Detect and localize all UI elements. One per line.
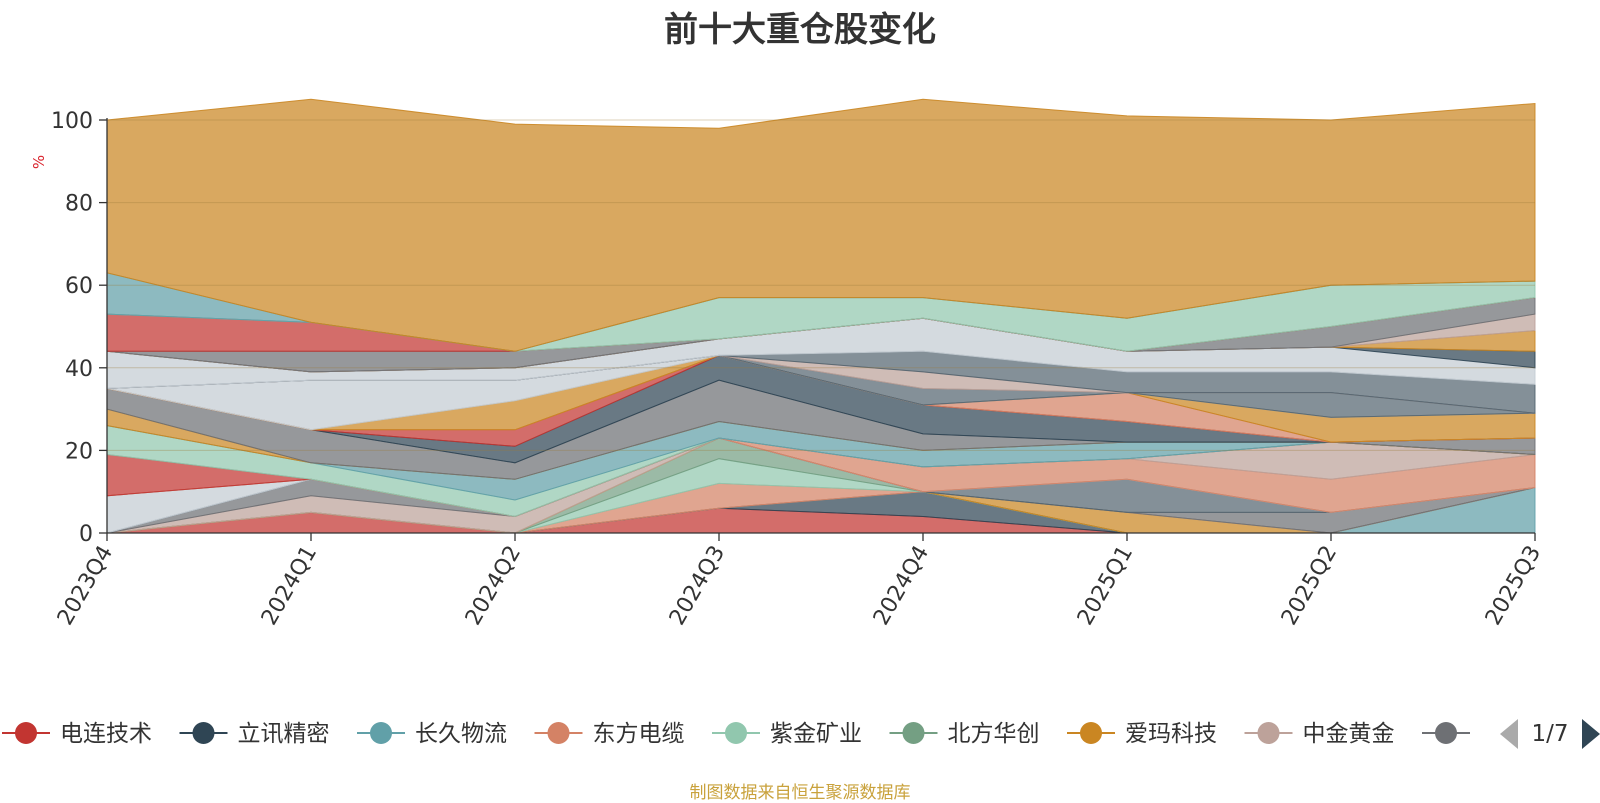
- area-series-35: [106, 98, 1536, 352]
- x-tick-label: 2024Q2: [461, 542, 526, 630]
- legend-marker: [1435, 722, 1457, 744]
- x-tick-label: 2024Q3: [665, 542, 730, 630]
- legend-marker: [370, 722, 392, 744]
- chart-title: 前十大重仓股变化: [664, 10, 936, 50]
- y-axis-unit: %: [30, 155, 48, 169]
- legend-marker: [1257, 722, 1280, 744]
- legend-pager-bg: [1478, 705, 1600, 761]
- source-note: 制图数据来自恒生聚源数据库: [689, 783, 911, 803]
- legend-label: 电连技术: [60, 721, 152, 747]
- legend-marker: [725, 722, 747, 744]
- y-tick-label: 20: [65, 439, 93, 464]
- legend-label: 东方电缆: [593, 721, 685, 747]
- y-tick-label: 60: [65, 274, 93, 299]
- x-tick-label: 2024Q4: [869, 542, 934, 630]
- y-tick-label: 80: [65, 192, 93, 217]
- legend-prev-page-icon[interactable]: [1500, 719, 1518, 749]
- legend-item[interactable]: 长久物流: [357, 721, 507, 747]
- legend-label: 爱玛科技: [1125, 721, 1217, 747]
- legend-item[interactable]: 中金黄金: [1244, 721, 1395, 747]
- legend-marker: [902, 722, 925, 744]
- legend-page-indicator: 1/7: [1531, 721, 1568, 747]
- legend-marker: [547, 722, 570, 744]
- legend-label: 长久物流: [415, 721, 507, 747]
- legend-label: 北方华创: [948, 721, 1040, 747]
- legend-marker: [192, 722, 215, 744]
- x-tick-label: 2025Q2: [1277, 542, 1342, 630]
- x-tick-label: 2023Q4: [53, 542, 118, 630]
- legend-label: 紫金矿业: [770, 721, 862, 747]
- legend-item[interactable]: 东方电缆: [534, 721, 685, 747]
- x-tick-label: 2024Q1: [257, 542, 322, 630]
- legend-marker: [15, 722, 37, 744]
- y-tick-label: 100: [51, 109, 93, 134]
- legend[interactable]: 电连技术立讯精密长久物流东方电缆紫金矿业北方华创爱玛科技中金黄金腾1/7: [2, 705, 1600, 761]
- legend-marker: [1080, 722, 1102, 744]
- legend-item[interactable]: 爱玛科技: [1067, 721, 1217, 747]
- y-tick-label: 40: [65, 357, 93, 382]
- legend-item[interactable]: 北方华创: [889, 721, 1040, 747]
- legend-next-page-icon[interactable]: [1582, 719, 1600, 749]
- legend-label: 立讯精密: [238, 721, 330, 747]
- x-tick-label: 2025Q3: [1481, 542, 1546, 630]
- legend-item[interactable]: 立讯精密: [179, 721, 330, 747]
- grid-lines: [107, 119, 1535, 451]
- legend-label: 中金黄金: [1303, 721, 1395, 747]
- legend-item[interactable]: 电连技术: [2, 721, 152, 747]
- area-series-group: [106, 98, 1536, 534]
- legend-item[interactable]: 紫金矿业: [712, 721, 862, 747]
- y-tick-label: 0: [79, 522, 93, 547]
- x-tick-label: 2025Q1: [1073, 542, 1138, 630]
